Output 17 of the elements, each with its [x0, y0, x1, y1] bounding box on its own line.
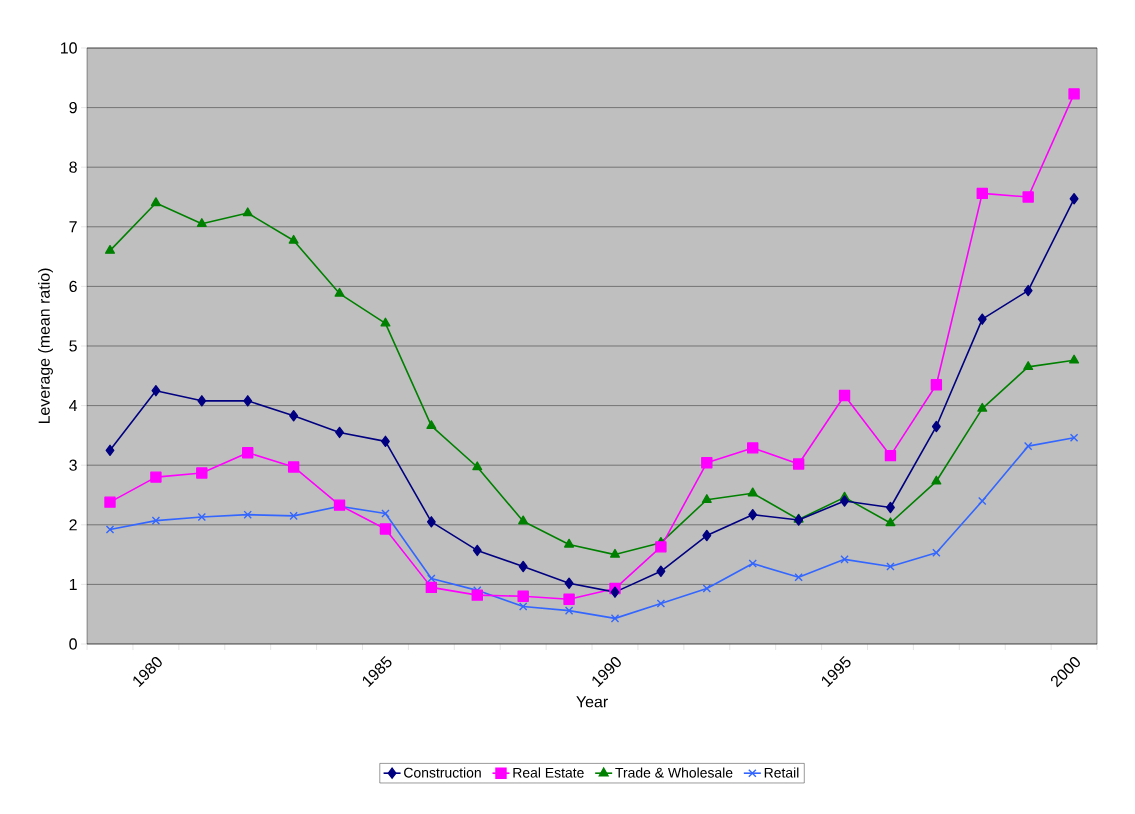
- y-axis-title: Leverage (mean ratio): [38, 268, 53, 424]
- y-tick-label: 1: [69, 578, 77, 590]
- y-tick-label: 4: [69, 400, 78, 412]
- legend-label: Trade & Wholesale: [615, 767, 733, 778]
- y-tick-label: 3: [69, 459, 77, 471]
- x-axis-title: Year: [576, 696, 608, 708]
- y-tick-label: 0: [69, 638, 77, 650]
- y-tick-label: 8: [69, 161, 77, 173]
- y-tick-label: 6: [69, 280, 77, 293]
- y-tick-label: 9: [69, 101, 77, 114]
- y-tick-label: 10: [61, 42, 77, 54]
- y-tick-label: 7: [69, 221, 77, 233]
- legend-label: Construction: [404, 767, 481, 778]
- y-tick-label: 2: [69, 519, 77, 531]
- legend-label: Real Estate: [513, 767, 584, 778]
- legend-label: Retail: [764, 767, 799, 778]
- y-tick-label: 5: [69, 340, 77, 352]
